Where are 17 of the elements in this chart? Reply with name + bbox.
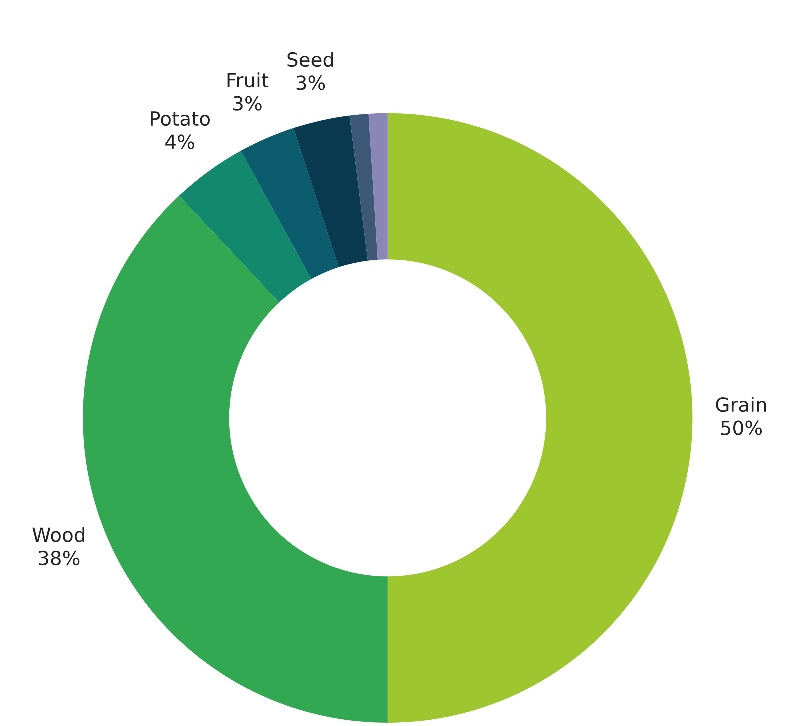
donut-slice: [83, 196, 388, 723]
donut-slice: [368, 113, 388, 260]
data-label: 50%: [721, 420, 762, 436]
slice-label: Wood: [32, 527, 84, 542]
donut-slice: [350, 114, 378, 261]
data-label: 3%: [234, 96, 262, 111]
slice-label: Grain: [716, 397, 766, 412]
data-label: 4%: [166, 134, 194, 150]
donut-slice: [294, 116, 368, 268]
slice-label: Fruit: [228, 72, 269, 88]
slice-label: Potato: [151, 112, 210, 126]
data-label: 38%: [39, 550, 80, 566]
donut-slice: [179, 151, 312, 303]
data-label: 3%: [296, 76, 326, 90]
donut-slice: [388, 113, 693, 723]
slice-label: Seed: [288, 52, 334, 68]
donut-slice: [241, 128, 339, 280]
